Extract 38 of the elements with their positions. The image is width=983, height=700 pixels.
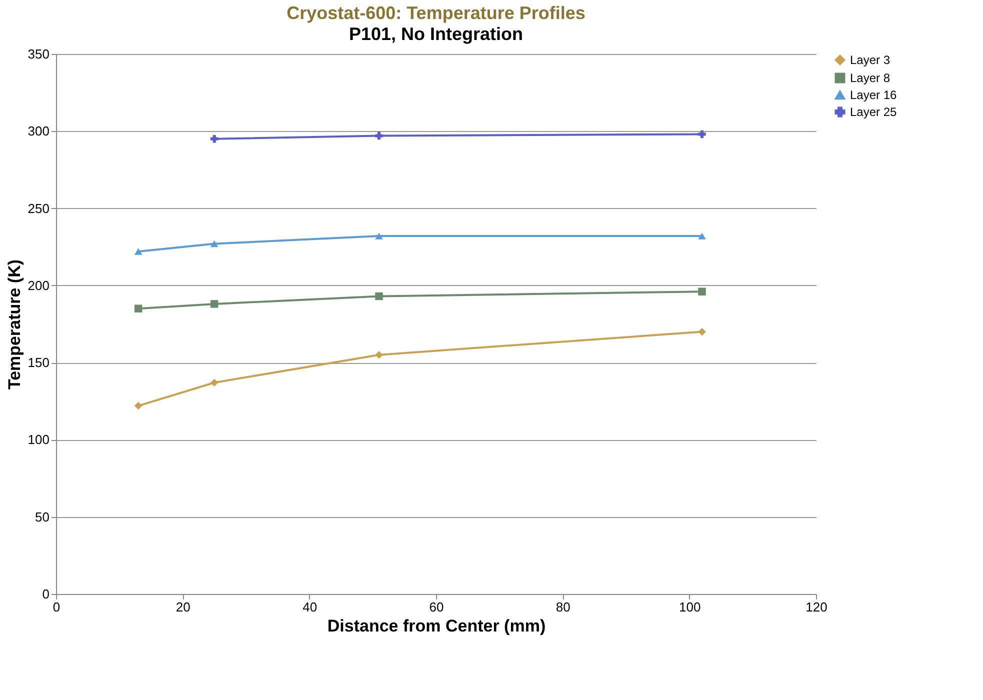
point	[698, 288, 706, 296]
point	[210, 134, 218, 143]
x-tick-label: 20	[176, 600, 190, 614]
x-tick-label: 0	[52, 600, 60, 614]
point	[210, 378, 218, 386]
point	[134, 248, 142, 255]
y-tick-label: 350	[28, 46, 50, 62]
chart-subtitle: P101, No Integration	[348, 24, 524, 44]
legend-label: Layer 3	[850, 53, 890, 67]
legend-label: Layer 8	[850, 71, 890, 85]
y-tick-label: 150	[28, 355, 50, 370]
x-tick-label: 80	[556, 600, 570, 614]
x-tick-label: 120	[806, 600, 828, 614]
legend-label: Layer 16	[850, 88, 898, 102]
legend-label: Layer 25	[850, 105, 898, 119]
x-tick-label: 40	[302, 600, 318, 614]
point	[375, 292, 383, 300]
point	[134, 402, 142, 410]
y-tick-label: 300	[28, 124, 50, 139]
point	[375, 132, 383, 140]
point	[375, 232, 383, 240]
point	[698, 130, 706, 138]
y-tick-label: 200	[28, 278, 50, 293]
point	[698, 328, 706, 336]
point	[210, 240, 218, 248]
y-tick-label: 50	[35, 509, 50, 524]
x-tick-label: 100	[678, 600, 701, 614]
x-axis-title: Distance from Center (mm)	[327, 616, 546, 636]
x-tick-label: 60	[429, 600, 444, 614]
point	[134, 304, 142, 312]
y-axis-title: Temperature (K)	[4, 259, 24, 390]
y-tick-label: 250	[28, 200, 50, 216]
point	[210, 300, 218, 308]
point	[375, 350, 383, 359]
chart-title: Cryostat-600: Temperature Profiles	[286, 3, 586, 23]
point	[698, 232, 706, 240]
y-tick-label: 0	[42, 586, 50, 602]
y-tick-label: 100	[28, 432, 50, 448]
